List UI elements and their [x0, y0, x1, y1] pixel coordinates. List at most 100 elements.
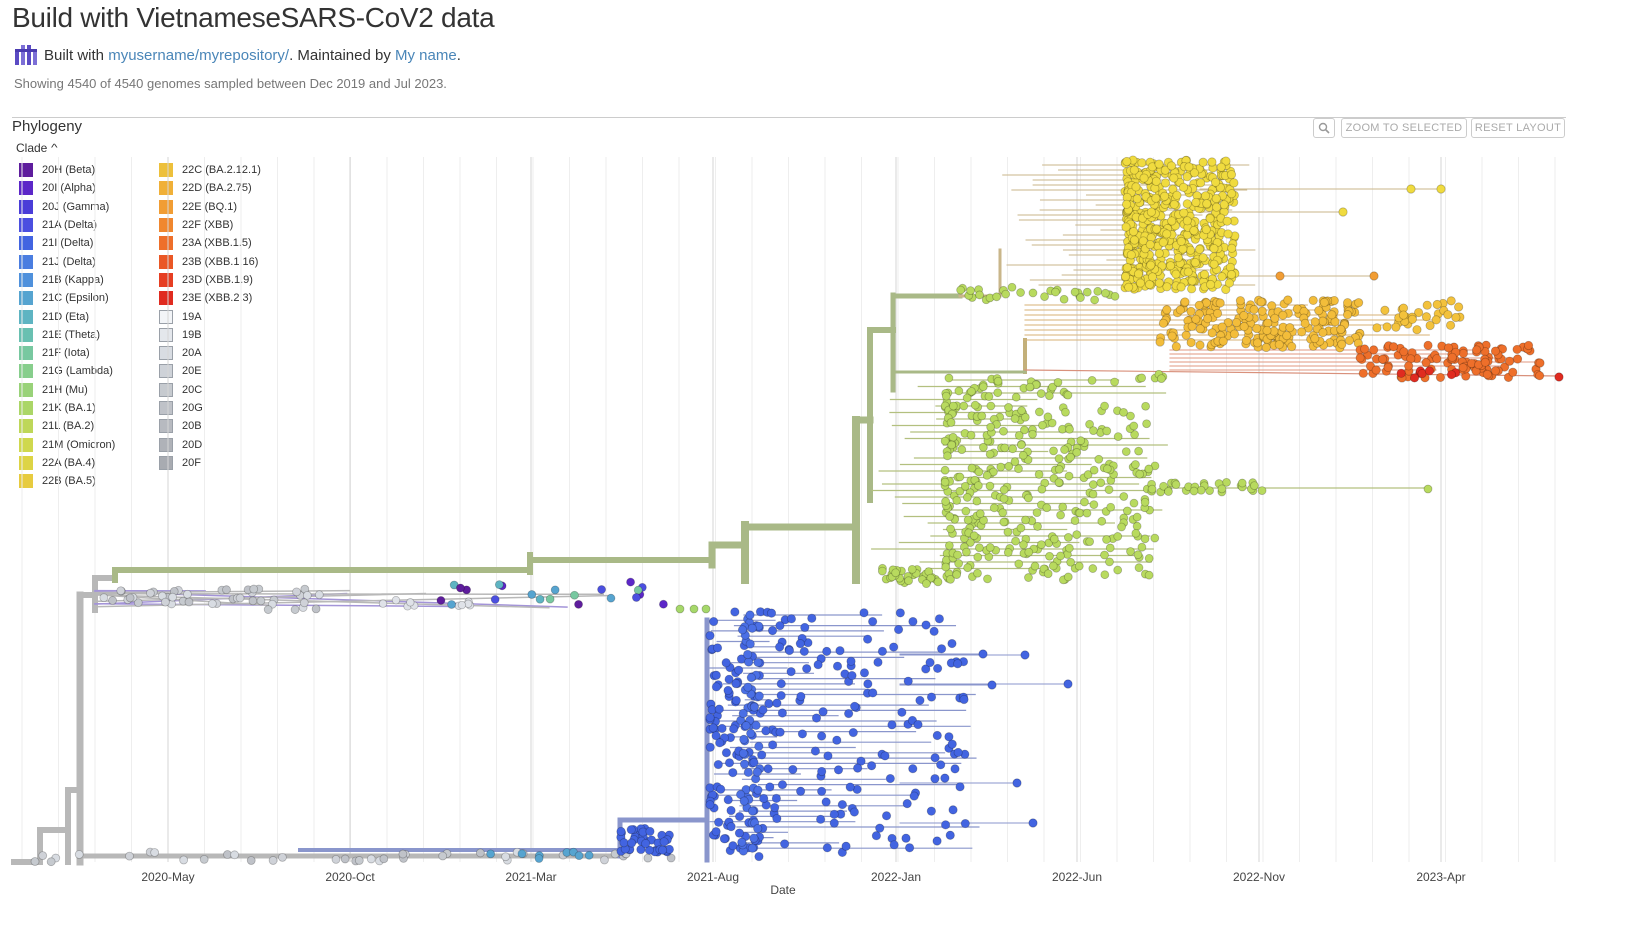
legend-item[interactable]: 19B: [159, 326, 261, 344]
tip: [738, 708, 748, 719]
legend-item[interactable]: 20G: [159, 399, 261, 417]
tip: [1008, 444, 1018, 454]
tip: [915, 695, 925, 706]
tip: [1000, 443, 1010, 453]
legend-item[interactable]: 22A (BA.4): [19, 454, 115, 472]
divider: [12, 117, 1566, 118]
tip: [948, 432, 958, 442]
axis-tick-label: 2021-Mar: [505, 870, 556, 884]
maintainer-link[interactable]: My name: [395, 46, 457, 64]
tip: [1063, 390, 1073, 400]
tip: [940, 477, 950, 487]
tip: [246, 856, 256, 865]
tip: [1472, 345, 1482, 355]
tip: [1399, 347, 1409, 357]
tip: [1187, 321, 1197, 331]
legend-swatch: [159, 382, 173, 397]
tip: [772, 698, 782, 708]
tip: [1142, 419, 1151, 429]
tip: [977, 411, 987, 421]
tip: [767, 626, 778, 636]
legend-label: 21K (BA.1): [42, 402, 96, 414]
tip: [391, 596, 401, 605]
tip: [1004, 402, 1013, 412]
tip: [877, 566, 887, 576]
legend-toggle[interactable]: Clade ^: [16, 141, 58, 155]
legend-item[interactable]: 21K (BA.1): [19, 399, 115, 417]
tip: [659, 599, 668, 609]
tip: [946, 574, 955, 584]
tip: [1168, 184, 1178, 194]
tip: [584, 850, 594, 860]
tip: [1012, 778, 1022, 788]
tip: [1007, 282, 1017, 292]
tip: [1072, 530, 1082, 540]
legend-item[interactable]: 23B (XBB.1.16): [159, 252, 261, 270]
tip: [734, 828, 745, 838]
tip: [230, 850, 239, 860]
tip: [901, 833, 911, 843]
tip: [1396, 368, 1406, 378]
tip: [841, 841, 851, 851]
tip: [1102, 426, 1112, 436]
tip: [1021, 515, 1030, 525]
legend-item[interactable]: 20A: [159, 344, 261, 362]
tip: [863, 679, 873, 689]
tip: [1024, 573, 1033, 582]
tip: [643, 853, 653, 863]
legend-item[interactable]: 20C: [159, 381, 261, 399]
tip: [1189, 168, 1200, 178]
tip: [761, 726, 771, 736]
tip: [1409, 373, 1420, 383]
tip: [1380, 305, 1390, 315]
tip: [1183, 267, 1193, 277]
tip: [1066, 557, 1076, 567]
legend-item[interactable]: 20E: [159, 362, 261, 380]
legend-item[interactable]: 20B: [159, 417, 261, 435]
tip: [867, 761, 877, 771]
tip: [168, 592, 178, 602]
repository-link[interactable]: myusername/myrepository/: [108, 46, 290, 64]
tip: [1155, 337, 1165, 347]
tip: [1252, 323, 1262, 334]
tip: [631, 593, 641, 602]
tip: [993, 388, 1003, 398]
tip: [908, 764, 918, 774]
tip: [1110, 377, 1119, 387]
reset-layout-button[interactable]: RESET LAYOUT: [1471, 118, 1565, 138]
legend-item[interactable]: 20D: [159, 435, 261, 453]
legend-item[interactable]: 22D (BA.2.75): [159, 179, 261, 197]
legend-item[interactable]: 23E (XBB.2.3): [159, 289, 261, 307]
tip: [222, 585, 231, 595]
tip: [1398, 310, 1409, 320]
tip: [730, 607, 740, 617]
tip: [1187, 284, 1197, 294]
tip: [1500, 362, 1510, 372]
zoom-to-selected-button[interactable]: ZOOM TO SELECTED: [1341, 118, 1467, 138]
tip: [987, 680, 997, 690]
tip: [1535, 371, 1545, 381]
legend-item[interactable]: 22E (BQ.1): [159, 198, 261, 216]
legend-item[interactable]: 20F: [159, 454, 261, 472]
tip: [776, 690, 786, 701]
tip: [268, 856, 278, 865]
tip: [38, 851, 48, 861]
magnifier-icon[interactable]: [1313, 118, 1335, 138]
tree-tips[interactable]: [30, 155, 1564, 867]
tip: [1355, 353, 1365, 363]
tip: [822, 843, 832, 853]
legend-item[interactable]: 23D (XBB.1.9): [159, 271, 261, 289]
tip: [1151, 224, 1162, 234]
tip: [1158, 237, 1168, 247]
legend-item[interactable]: 22F (XBB): [159, 216, 261, 234]
tip: [1134, 563, 1144, 573]
tip: [1088, 489, 1098, 499]
legend-item[interactable]: 23A (XBB.1.5): [159, 234, 261, 252]
tip: [1113, 565, 1123, 575]
tip: [1038, 420, 1047, 430]
tip: [796, 691, 806, 702]
legend-item[interactable]: 19A: [159, 307, 261, 325]
tip: [889, 642, 899, 652]
tip: [1018, 450, 1028, 460]
